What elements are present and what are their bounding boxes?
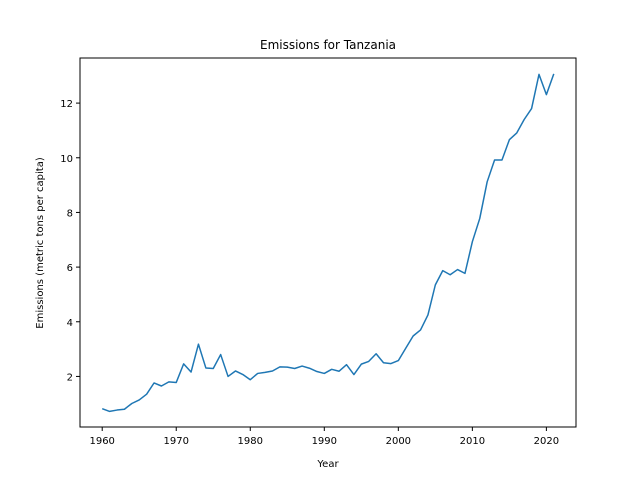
x-tick-label: 2020 [534,436,559,447]
y-tick-label: 10 [60,154,73,165]
x-tick-label: 1970 [164,436,189,447]
y-tick-label: 2 [67,372,73,383]
y-tick-label: 8 [67,208,73,219]
y-tick-label: 4 [67,318,73,329]
x-tick-label: 1960 [89,436,114,447]
x-axis-ticks: 1960 1970 1980 1990 2000 2010 2020 [89,427,559,447]
plot-area [101,73,555,413]
x-tick-label: 1990 [312,436,337,447]
y-axis-label: Emissions (metric tons per capita) [35,157,46,329]
plot-frame [79,57,577,428]
y-tick-label: 12 [60,99,73,110]
y-axis-ticks: 2 4 6 8 10 12 [60,99,80,383]
x-tick-label: 1980 [238,436,263,447]
chart-title: Emissions for Tanzania [260,38,396,52]
y-tick-label: 6 [67,263,73,274]
x-tick-label: 2000 [386,436,411,447]
x-tick-label: 2010 [460,436,485,447]
x-axis-label: Year [316,459,339,470]
emissions-series-line [101,73,555,413]
